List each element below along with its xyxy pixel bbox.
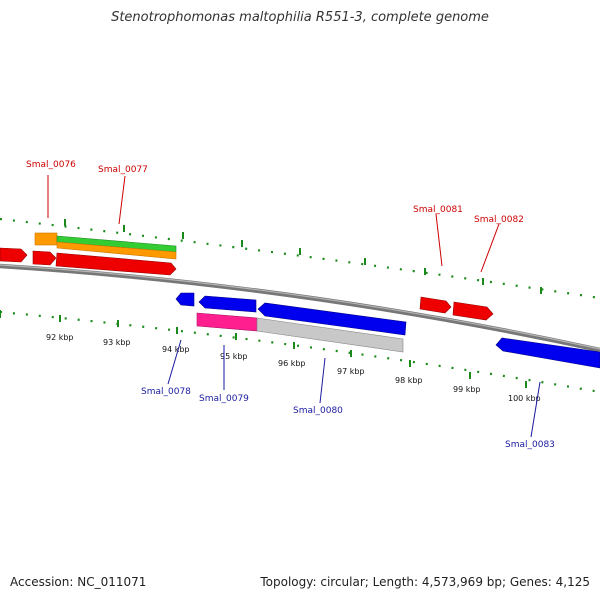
genome-backbone bbox=[0, 263, 600, 353]
kbp-label-98: 98 kbp bbox=[395, 376, 423, 385]
gene-label-smal-0083: Smal_0083 bbox=[505, 440, 555, 450]
genome-stats-text: Topology: circular; Length: 4,573,969 bp… bbox=[260, 575, 590, 589]
outer-tick-track bbox=[0, 217, 600, 300]
gene-label-smal-0082: Smal_0082 bbox=[474, 215, 524, 225]
kbp-label-97: 97 kbp bbox=[337, 367, 365, 376]
gray-feature-bar bbox=[256, 317, 404, 353]
map-title: Stenotrophomonas maltophilia R551-3, com… bbox=[111, 10, 489, 25]
gene-arrow-smal-0083 bbox=[495, 337, 600, 369]
kbp-label-93: 93 kbp bbox=[103, 338, 131, 347]
kbp-label-100: 100 kbp bbox=[508, 394, 541, 403]
gene-arrow-smal-0081 bbox=[419, 296, 452, 314]
gene-arrow-smal-0082 bbox=[452, 301, 494, 321]
gene-arrow bbox=[0, 247, 28, 263]
kbp-label-92: 92 kbp bbox=[46, 333, 74, 342]
kbp-label-95: 95 kbp bbox=[220, 352, 248, 361]
orange-feature-bar bbox=[34, 232, 58, 246]
gene-arrow-smal-0079 bbox=[198, 295, 257, 313]
gene-arrow-smal-0080 bbox=[257, 302, 407, 336]
gene-label-smal-0081: Smal_0081 bbox=[413, 205, 463, 215]
pink-feature-bar bbox=[196, 312, 258, 332]
label-leaders bbox=[47, 175, 541, 438]
gene-label-smal-0079: Smal_0079 bbox=[199, 394, 249, 404]
kbp-label-99: 99 kbp bbox=[453, 385, 481, 394]
kbp-label-94: 94 kbp bbox=[162, 345, 190, 354]
kbp-labels: 92 kbp 93 kbp 94 kbp 95 kbp 96 kbp 97 kb… bbox=[46, 333, 541, 403]
forward-features bbox=[0, 232, 494, 321]
gene-labels: Smal_0076 Smal_0077 Smal_0081 Smal_0082 … bbox=[26, 160, 555, 450]
accession-text: Accession: NC_011071 bbox=[10, 575, 147, 589]
gene-arrow-smal-0078 bbox=[175, 292, 195, 307]
gene-arrow-smal-0076 bbox=[32, 250, 57, 266]
gene-label-smal-0076: Smal_0076 bbox=[26, 160, 76, 170]
gene-label-smal-0077: Smal_0077 bbox=[98, 165, 148, 175]
gene-label-smal-0078: Smal_0078 bbox=[141, 387, 191, 397]
orange-feature-bar-long bbox=[56, 241, 177, 260]
kbp-label-96: 96 kbp bbox=[278, 359, 306, 368]
reverse-features bbox=[175, 292, 600, 369]
inner-tick-track bbox=[0, 310, 600, 394]
gene-label-smal-0080: Smal_0080 bbox=[293, 406, 343, 416]
gene-arrow-smal-0077 bbox=[55, 252, 177, 276]
